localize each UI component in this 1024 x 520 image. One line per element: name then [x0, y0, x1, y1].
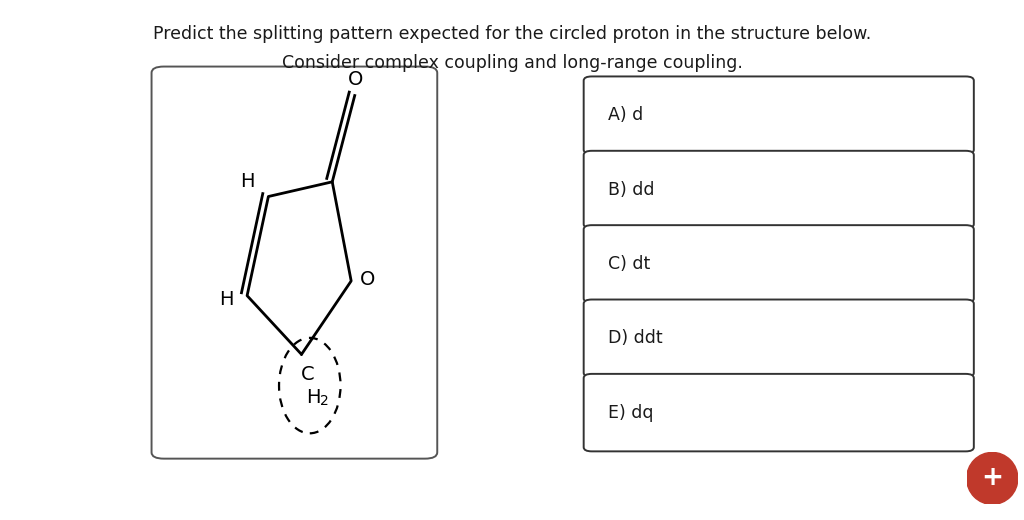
Text: C: C: [301, 365, 314, 384]
Text: C) dt: C) dt: [608, 255, 650, 273]
Text: B) dd: B) dd: [608, 180, 654, 199]
Text: +: +: [981, 465, 1004, 491]
Text: H: H: [240, 172, 254, 191]
Text: A) d: A) d: [608, 106, 643, 124]
Text: 2: 2: [319, 394, 329, 408]
Text: O: O: [360, 270, 376, 289]
Text: Predict the splitting pattern expected for the circled proton in the structure b: Predict the splitting pattern expected f…: [153, 25, 871, 43]
Circle shape: [967, 452, 1018, 504]
Text: D) ddt: D) ddt: [608, 329, 663, 347]
Text: Consider complex coupling and long-range coupling.: Consider complex coupling and long-range…: [282, 55, 742, 72]
Text: H: H: [306, 388, 321, 407]
Text: H: H: [219, 290, 233, 309]
Text: O: O: [348, 70, 364, 88]
Text: E) dq: E) dq: [608, 404, 653, 422]
